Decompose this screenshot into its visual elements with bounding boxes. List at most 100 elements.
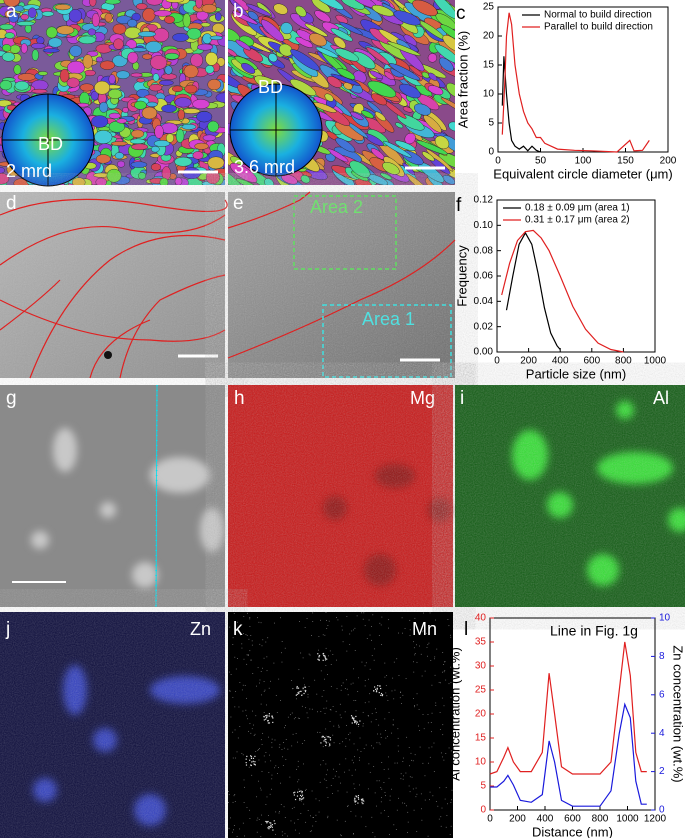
speck: [265, 641, 267, 643]
speck: [257, 667, 259, 669]
speck: [380, 812, 382, 814]
y2-tick-label: 0: [659, 805, 665, 816]
speck: [270, 825, 272, 827]
speck: [324, 713, 326, 714]
grain: [374, 111, 386, 122]
speck: [376, 780, 378, 782]
speck: [380, 624, 382, 626]
speck: [433, 742, 435, 744]
speck: [345, 745, 347, 747]
image-label: Zn: [190, 619, 211, 639]
grain: [95, 177, 107, 185]
speck: [307, 810, 309, 812]
speck: [409, 629, 411, 631]
speck: [319, 781, 321, 783]
speck: [289, 776, 291, 778]
grain: [295, 5, 307, 17]
speck: [442, 756, 443, 758]
speck: [442, 734, 444, 736]
speck: [247, 718, 249, 720]
speck: [336, 771, 338, 772]
speck: [448, 625, 450, 627]
speck: [353, 719, 355, 721]
grain: [137, 31, 157, 37]
speck: [445, 753, 447, 754]
speck: [327, 736, 329, 738]
speck: [269, 826, 271, 828]
speck: [354, 796, 356, 798]
speck: [349, 644, 351, 645]
speck: [422, 631, 424, 633]
speck: [302, 798, 304, 800]
speck: [408, 747, 410, 748]
speck: [377, 733, 378, 735]
speck: [232, 637, 234, 639]
speck: [346, 725, 347, 726]
speck: [380, 692, 383, 695]
speck: [250, 755, 252, 757]
grain: [161, 104, 177, 113]
x-tick-label: 600: [583, 356, 600, 367]
grain: [393, 10, 421, 26]
speck: [432, 795, 434, 797]
grain: [146, 101, 158, 107]
speck: [438, 681, 440, 683]
speck: [418, 725, 419, 727]
y2-tick-label: 6: [659, 689, 665, 700]
speck: [294, 791, 296, 793]
speck: [336, 819, 338, 821]
speck: [371, 639, 372, 641]
speck: [373, 690, 375, 692]
speck: [388, 619, 390, 621]
speck: [311, 708, 313, 710]
speck: [445, 679, 447, 681]
speck: [398, 632, 399, 634]
speck: [421, 819, 423, 821]
grain: [142, 8, 156, 22]
speck: [265, 752, 267, 753]
speck: [369, 693, 371, 695]
speck: [239, 634, 241, 636]
grain: [371, 93, 388, 106]
image-label: 3.6 mrd: [234, 157, 295, 177]
speck: [380, 733, 382, 735]
grain: [402, 106, 413, 113]
speck: [443, 664, 445, 665]
speck: [450, 636, 452, 638]
speck: [431, 712, 433, 714]
speck: [381, 644, 383, 645]
speck: [408, 785, 410, 787]
grain: [0, 167, 5, 174]
grain: [116, 70, 130, 80]
grain: [380, 172, 393, 180]
grain: [131, 129, 145, 138]
speck: [441, 807, 443, 809]
speck: [232, 696, 234, 698]
speck: [302, 797, 305, 799]
speck: [257, 817, 259, 819]
speck: [285, 759, 287, 760]
y-tick-label: 0.02: [474, 321, 494, 332]
speck: [339, 714, 341, 716]
speck: [324, 678, 325, 680]
speck: [362, 711, 364, 713]
speck: [349, 739, 351, 741]
grain: [389, 63, 421, 81]
speck: [450, 634, 451, 636]
speck: [291, 808, 293, 810]
speck: [325, 738, 327, 740]
grain: [108, 112, 121, 119]
speck: [245, 758, 247, 760]
speck: [388, 711, 390, 713]
speck: [312, 817, 314, 819]
speck: [346, 688, 348, 690]
grain: [136, 3, 148, 10]
grain: [300, 174, 311, 184]
speck: [232, 757, 234, 759]
speck: [442, 652, 444, 653]
speck: [284, 647, 286, 649]
speck: [404, 802, 406, 804]
speck: [299, 718, 301, 719]
speck: [301, 792, 303, 794]
annotation: Line in Fig. 1g: [550, 623, 638, 639]
